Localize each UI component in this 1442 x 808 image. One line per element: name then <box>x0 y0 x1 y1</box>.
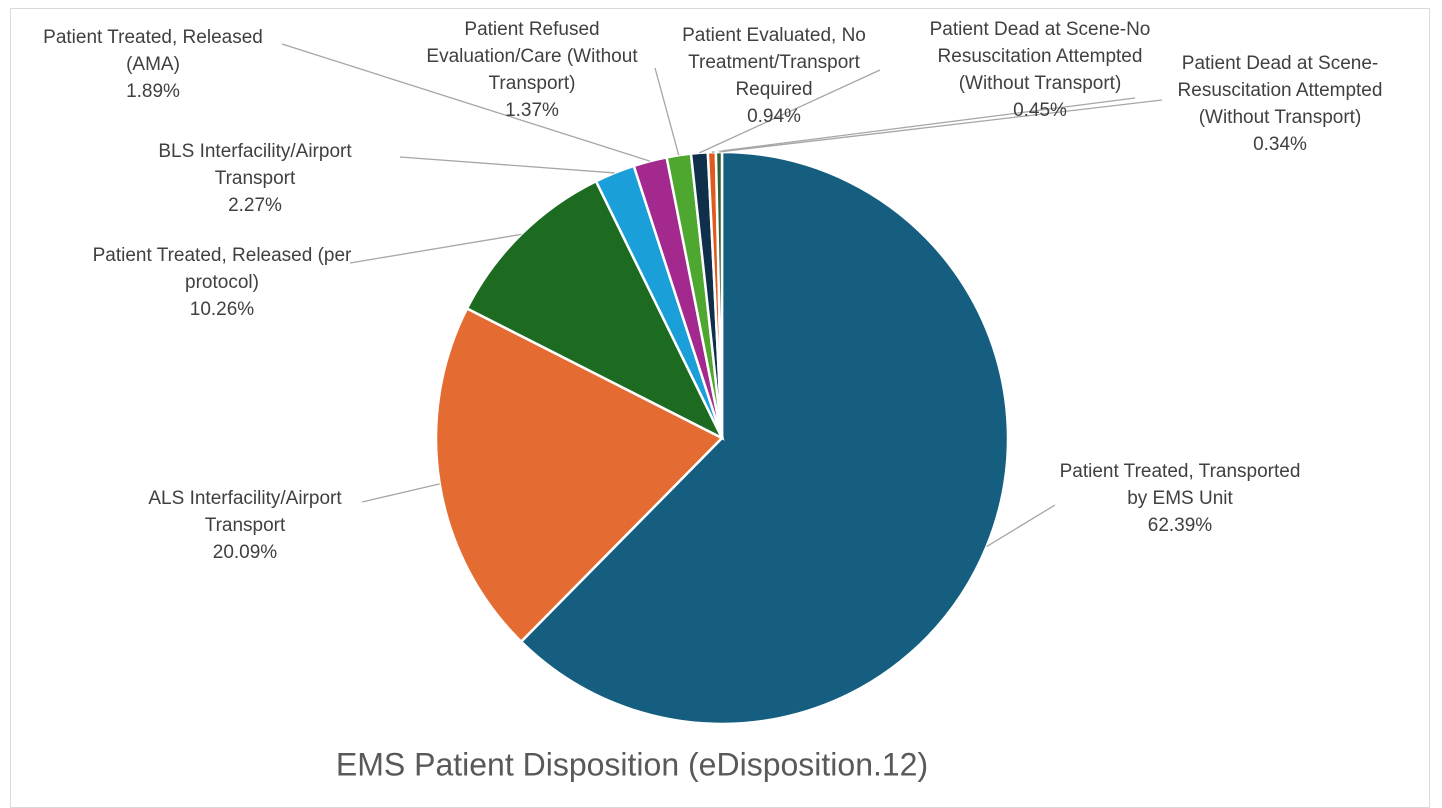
leader-line <box>281 43 651 162</box>
value-label: 1.37% <box>505 100 559 121</box>
value-label: 20.09% <box>212 542 278 563</box>
chart-title: EMS Patient Disposition (eDisposition.12… <box>335 746 929 783</box>
category-label: ALS Interfacility/Airport Transport <box>148 488 342 536</box>
value-label: 1.89% <box>126 81 180 102</box>
category-label: Patient Dead at Scene-No Resuscitation A… <box>929 19 1151 94</box>
value-label: 10.26% <box>189 299 255 320</box>
data-label: Patient Treated, Transported by EMS Unit… <box>1055 458 1305 539</box>
leader-line <box>718 99 1163 153</box>
leader-line <box>986 504 1056 548</box>
category-label: Patient Refused Evaluation/Care (Without… <box>426 19 638 94</box>
leader-line <box>699 69 881 154</box>
data-label: Patient Dead at Scene-No Resuscitation A… <box>910 16 1170 124</box>
value-label: 0.45% <box>1013 100 1067 121</box>
leader-line <box>654 67 680 156</box>
category-label: Patient Treated, Transported by EMS Unit <box>1059 461 1301 509</box>
category-label: BLS Interfacility/Airport Transport <box>158 141 352 189</box>
leader-line <box>399 156 615 174</box>
leader-line <box>349 233 522 264</box>
value-label: 0.34% <box>1253 134 1307 155</box>
leader-line <box>711 97 1136 153</box>
category-label: Patient Treated, Released (AMA) <box>43 27 263 75</box>
data-label: Patient Refused Evaluation/Care (Without… <box>402 16 662 124</box>
data-label: ALS Interfacility/Airport Transport 20.09… <box>120 485 370 566</box>
data-label: Patient Treated, Released (per protocol)… <box>87 242 357 323</box>
category-label: Patient Treated, Released (per protocol) <box>92 245 352 293</box>
pie-slice <box>434 306 725 644</box>
value-label: 2.27% <box>228 195 282 216</box>
data-label: Patient Treated, Released (AMA) 1.89% <box>23 24 283 105</box>
data-label: BLS Interfacility/Airport Transport 2.27% <box>155 138 355 219</box>
category-label: Patient Evaluated, No Treatment/Transpor… <box>682 25 866 100</box>
data-label: Patient Dead at Scene-Resuscitation Atte… <box>1150 50 1410 158</box>
data-label: Patient Evaluated, No Treatment/Transpor… <box>659 22 889 130</box>
value-label: 62.39% <box>1147 515 1213 536</box>
value-label: 0.94% <box>747 106 801 127</box>
leader-line <box>361 483 440 503</box>
category-label: Patient Dead at Scene-Resuscitation Atte… <box>1177 53 1383 128</box>
